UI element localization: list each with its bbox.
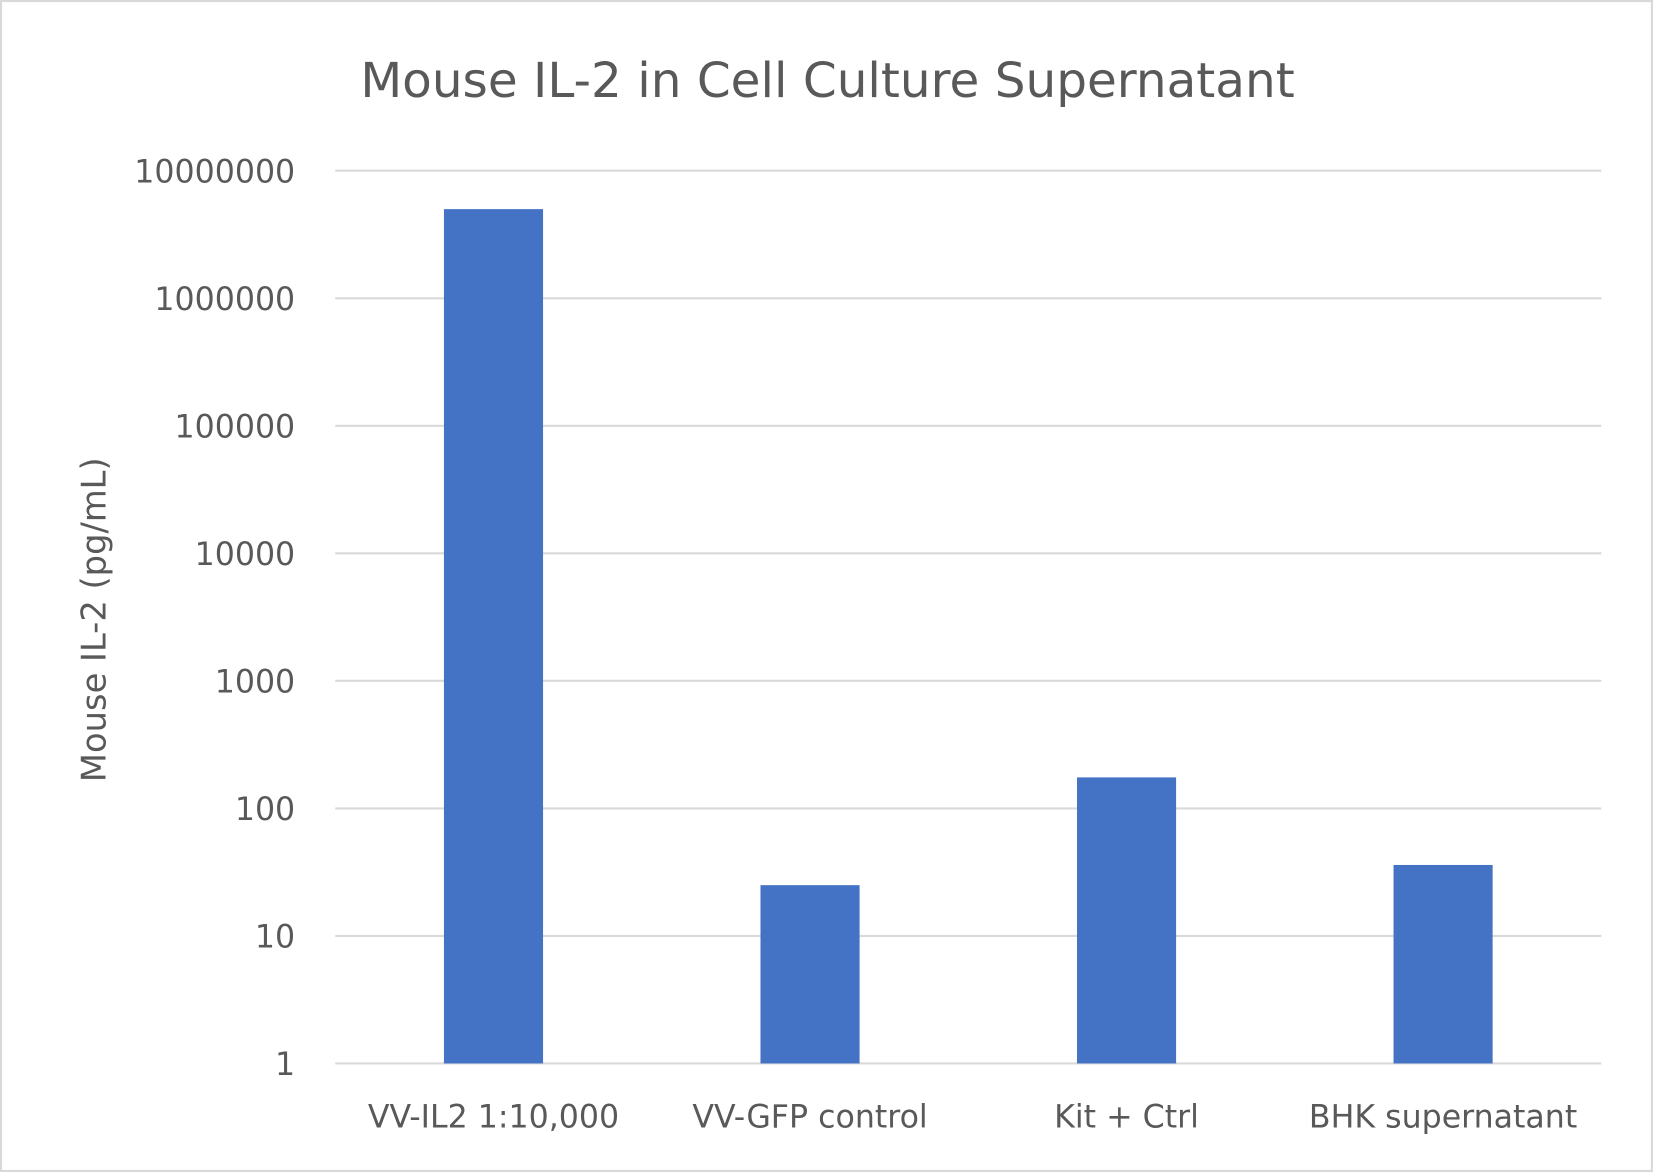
y-tick-label: 100000 [174,409,295,445]
y-tick-label: 10 [255,920,295,956]
bar [760,885,860,1064]
y-tick-label: 1 [275,1047,295,1083]
chart-title: Mouse IL-2 in Cell Culture Supernatant [360,53,1294,109]
x-tick-label: VV-GFP control [692,1100,927,1136]
bar [1077,777,1177,1064]
y-tick-label: 10000 [195,537,296,573]
y-tick-label: 1000 [215,664,295,700]
x-tick-label: Kit + Ctrl [1054,1100,1199,1136]
y-axis-label: Mouse IL-2 (pg/mL) [74,457,113,782]
y-tick-label: 1000000 [154,282,295,318]
bar [1393,864,1493,1064]
y-tick-label: 100 [235,792,295,828]
y-tick-label: 10000000 [134,154,295,190]
x-tick-label: VV-IL2 1:10,000 [368,1100,619,1136]
bar [443,209,544,1064]
x-tick-label: BHK supernatant [1309,1100,1577,1136]
